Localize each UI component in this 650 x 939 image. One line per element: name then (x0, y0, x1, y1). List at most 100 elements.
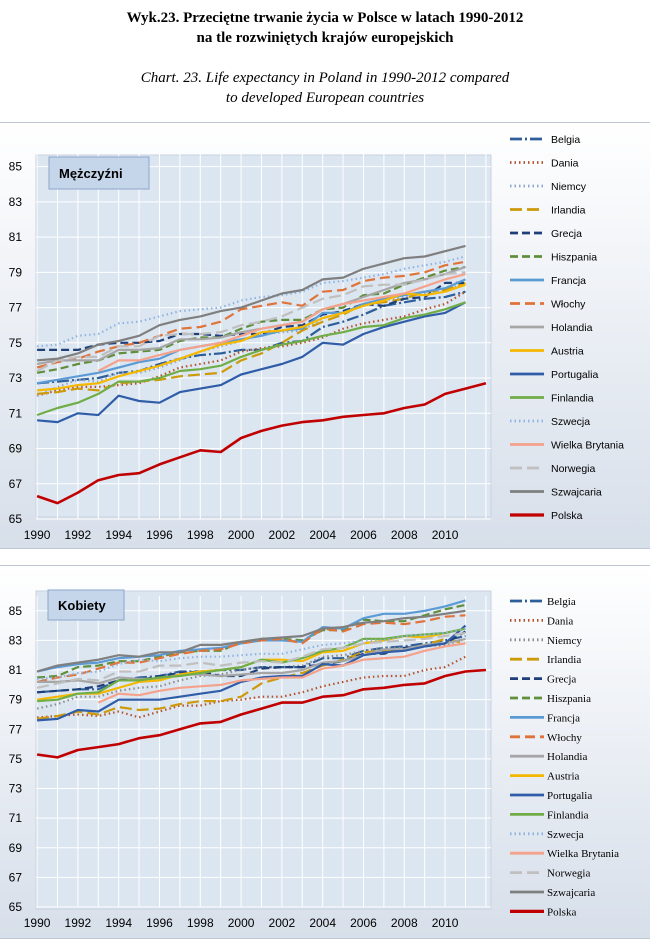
legend-label-grecja: Grecja (551, 228, 582, 240)
legend-label-szwecja: Szwecja (551, 416, 590, 428)
x-tick-label: 2006 (350, 528, 377, 542)
panel-label-box (48, 156, 150, 190)
y-tick-label: 75 (9, 752, 23, 766)
series-line-irlandia (36, 637, 466, 720)
panel-label-box (47, 589, 125, 621)
x-tick-label: 1994 (105, 916, 132, 930)
y-tick-label: 67 (9, 477, 23, 491)
legend-label-belgia: Belgia (551, 134, 580, 146)
series-line-wielka-brytania (97, 273, 466, 372)
x-tick-label: 1990 (24, 916, 51, 930)
series-line-holandia (36, 265, 466, 366)
panel-label: Mężczyźni (59, 166, 123, 181)
x-tick-label: 2002 (269, 916, 296, 930)
series-line-polska (36, 668, 486, 759)
title-en-line1: Chart. 23. Life expectancy in Poland in … (140, 70, 510, 86)
legend-label-finlandia: Finlandia (551, 393, 594, 405)
y-tick-label: 85 (9, 160, 23, 174)
x-tick-label: 2008 (391, 528, 418, 542)
legend-label-grecja: Grecja (547, 674, 576, 686)
series-line-belgia (37, 290, 466, 385)
y-tick-label: 79 (9, 265, 23, 279)
legend-label-belgia: Belgia (547, 596, 576, 608)
legend-label-austria: Austria (547, 771, 580, 783)
y-tick-label: 69 (9, 442, 23, 456)
y-tick-label: 77 (9, 722, 23, 736)
series-line-szwajcaria (37, 244, 466, 362)
y-tick-label: 73 (9, 371, 23, 385)
x-tick-label: 1992 (65, 528, 92, 542)
legend-label-portugalia: Portugalia (551, 369, 598, 381)
x-tick-label: 1998 (187, 916, 214, 930)
legend-label-francja: Francja (551, 275, 586, 287)
y-tick-label: 75 (9, 336, 23, 350)
legend-label-francja: Francja (547, 712, 580, 724)
x-tick-label: 2008 (391, 916, 418, 930)
legend-label-hiszpania: Hiszpania (547, 693, 591, 705)
title-en-line2: to developed European countries (225, 90, 425, 106)
y-tick-label: 73 (9, 782, 23, 796)
x-tick-label: 2004 (309, 528, 336, 542)
series-line-norwegia (36, 271, 466, 372)
x-tick-label: 2000 (228, 528, 255, 542)
x-tick-label: 1998 (187, 528, 214, 542)
legend-label-norwegia: Norwegia (551, 463, 596, 475)
series-line-szwecja (37, 627, 466, 680)
legend-label-niemcy: Niemcy (551, 181, 587, 193)
chart-women-svg: 65 67 69 71 73 75 77 79 81 83 85 1990 1992 1994 1996 19… (9, 589, 619, 930)
series-line-austria (37, 283, 466, 392)
legend-label-wlochy: Włochy (551, 299, 586, 311)
legend-label-polska: Polska (551, 510, 583, 522)
series-line-holandia (37, 637, 466, 685)
series-line-szwajcaria (36, 609, 466, 673)
series-line-niemcy (36, 281, 466, 397)
legend-label-holandia: Holandia (551, 322, 593, 334)
legend-label-wlochy: Włochy (547, 732, 582, 744)
series-line-szwecja (37, 255, 466, 348)
y-tick-label: 71 (9, 811, 23, 825)
legend-label-finlandia: Finlandia (547, 809, 589, 821)
legend-label-norwegia: Norwegia (547, 868, 590, 880)
y-tick-label: 69 (9, 841, 23, 855)
y-tick-label: 83 (9, 195, 23, 209)
series-line-portugalia (37, 301, 467, 424)
x-tick-label: 2002 (269, 528, 296, 542)
series-line-hiszpania (36, 265, 466, 374)
series-line-wielka-brytania (97, 642, 466, 704)
y-tick-label: 81 (9, 663, 23, 677)
x-tick-label: 1996 (146, 528, 173, 542)
legend-label-szwajcaria: Szwajcaria (547, 887, 595, 899)
series-line-finlandia (36, 301, 466, 417)
y-tick-label: 79 (9, 693, 23, 707)
title-pl-line1: Wyk.23. Przeciętne trwanie życia w Polsc… (126, 10, 524, 26)
x-tick-label: 2004 (309, 916, 336, 930)
x-tick-label: 2010 (432, 528, 459, 542)
y-tick-label: 77 (9, 301, 23, 315)
legend-label-hiszpania: Hiszpania (551, 252, 597, 264)
series-line-niemcy (36, 637, 466, 710)
x-tick-label: 1994 (105, 528, 132, 542)
legend-label-portugalia: Portugalia (547, 790, 592, 802)
x-tick-label: 2006 (350, 916, 377, 930)
legend-label-niemcy: Niemcy (547, 635, 582, 647)
x-tick-label: 1996 (146, 916, 173, 930)
x-tick-label: 1990 (24, 528, 51, 542)
legend-label-szwajcaria: Szwajcaria (551, 487, 602, 499)
legend-label-wielka-brytania: Wielka Brytania (547, 848, 619, 860)
legend-label-dania: Dania (547, 615, 573, 627)
x-tick-label: 1992 (65, 916, 92, 930)
legend-label-polska: Polska (547, 906, 576, 918)
series-line-wlochy (36, 614, 466, 683)
y-tick-label: 67 (9, 870, 23, 884)
series-line-norwegia (36, 631, 466, 689)
legend-label-szwecja: Szwecja (547, 829, 584, 841)
series-line-polska (36, 382, 487, 505)
legend-label-austria: Austria (551, 346, 584, 358)
panel-label: Kobiety (58, 598, 106, 613)
legend-label-wielka-brytania: Wielka Brytania (551, 440, 624, 452)
legend-label-irlandia: Irlandia (547, 654, 581, 666)
chart-panel-women: 65 67 69 71 73 75 77 79 81 83 85 1990 1992 1994 1996 19… (0, 565, 650, 939)
y-tick-label: 65 (9, 900, 23, 914)
y-tick-label: 83 (9, 633, 23, 647)
legend-label-holandia: Holandia (547, 751, 587, 763)
